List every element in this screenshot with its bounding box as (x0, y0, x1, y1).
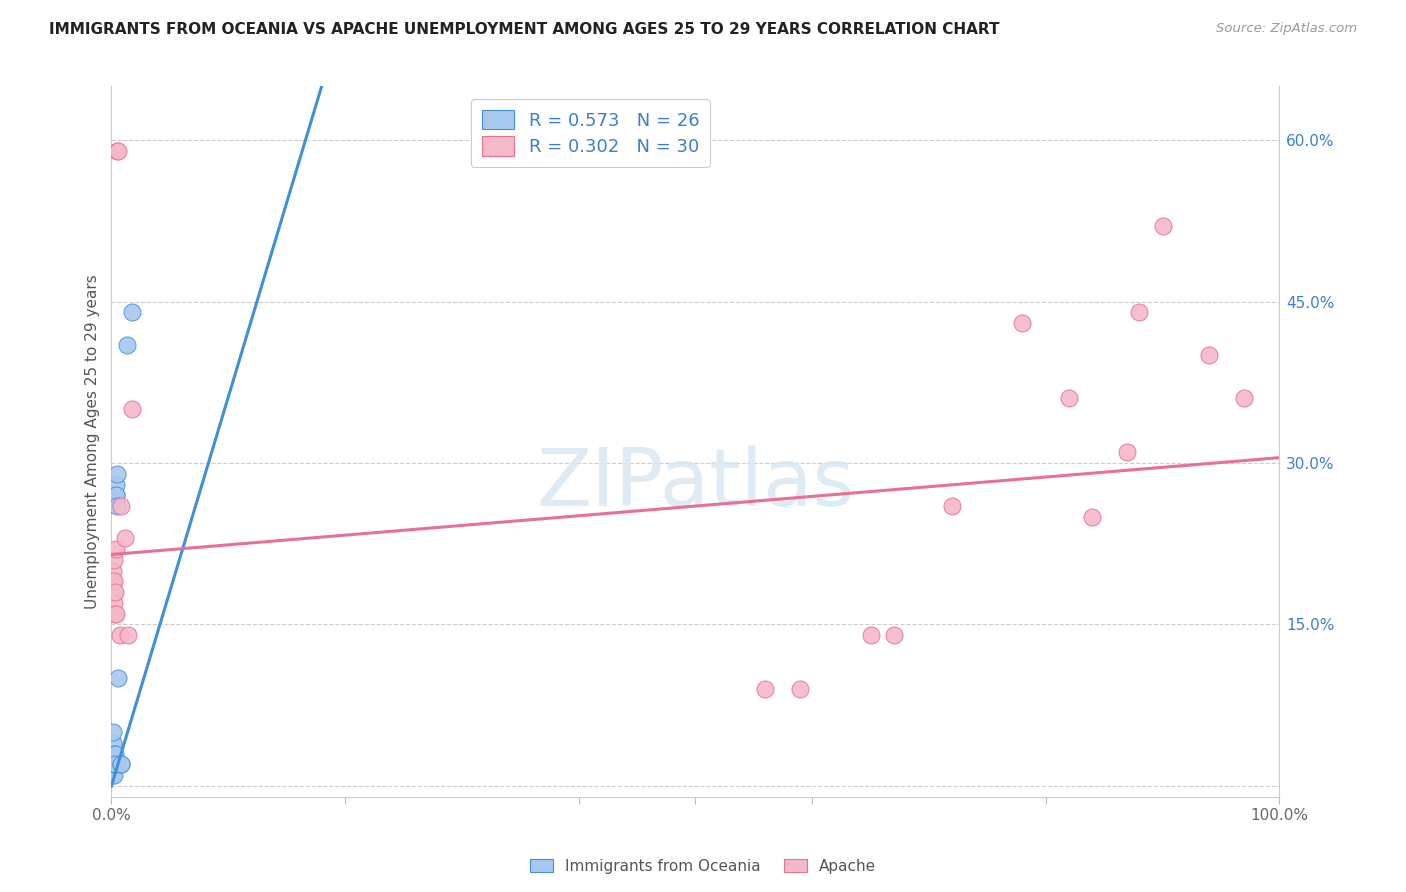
Point (1057, 392, 1080, 406)
Point (1128, 305, 1150, 319)
Point (103, 596, 125, 610)
Point (104, 607, 127, 621)
Point (105, 499, 128, 513)
Point (105, 144, 128, 158)
Text: IMMIGRANTS FROM OCEANIA VS APACHE UNEMPLOYMENT AMONG AGES 25 TO 29 YEARS CORRELA: IMMIGRANTS FROM OCEANIA VS APACHE UNEMPL… (49, 22, 1000, 37)
Point (101, 736, 124, 750)
Point (105, 477, 128, 491)
Point (103, 757, 125, 772)
Point (103, 757, 125, 772)
Point (1233, 392, 1256, 406)
Point (101, 564, 124, 578)
Point (103, 574, 125, 589)
Point (104, 757, 127, 772)
Text: Source: ZipAtlas.com: Source: ZipAtlas.com (1216, 22, 1357, 36)
Point (110, 499, 132, 513)
Point (101, 574, 124, 589)
Point (105, 467, 128, 481)
Point (1081, 509, 1104, 524)
Point (754, 681, 776, 696)
Point (108, 628, 131, 642)
Point (121, 402, 143, 417)
Point (1011, 316, 1033, 330)
Point (1198, 348, 1220, 362)
Point (105, 607, 128, 621)
Point (105, 488, 128, 502)
Point (101, 757, 124, 772)
Point (110, 757, 132, 772)
Point (104, 747, 127, 761)
Point (100, 757, 122, 772)
Point (104, 757, 127, 772)
Point (103, 768, 125, 782)
Point (101, 725, 124, 739)
Point (107, 144, 129, 158)
Point (789, 681, 811, 696)
Point (1152, 219, 1174, 234)
Point (103, 747, 125, 761)
Point (883, 628, 905, 642)
Point (103, 553, 125, 567)
Point (115, 337, 138, 351)
Point (107, 671, 129, 685)
Y-axis label: Unemployment Among Ages 25 to 29 years: Unemployment Among Ages 25 to 29 years (86, 274, 100, 609)
Point (859, 628, 882, 642)
Point (104, 585, 127, 599)
Point (114, 532, 136, 546)
Legend: Immigrants from Oceania, Apache: Immigrants from Oceania, Apache (524, 853, 882, 880)
Point (105, 488, 128, 502)
Point (941, 499, 963, 513)
Point (103, 585, 125, 599)
Point (105, 542, 128, 557)
Point (103, 757, 125, 772)
Point (110, 757, 132, 772)
Point (100, 757, 122, 772)
Point (101, 768, 124, 782)
Legend: R = 0.573   N = 26, R = 0.302   N = 30: R = 0.573 N = 26, R = 0.302 N = 30 (471, 99, 710, 167)
Point (101, 757, 124, 772)
Point (1116, 445, 1139, 459)
Point (121, 305, 143, 319)
Point (117, 628, 139, 642)
Text: ZIPatlas: ZIPatlas (536, 445, 855, 523)
Point (101, 747, 124, 761)
